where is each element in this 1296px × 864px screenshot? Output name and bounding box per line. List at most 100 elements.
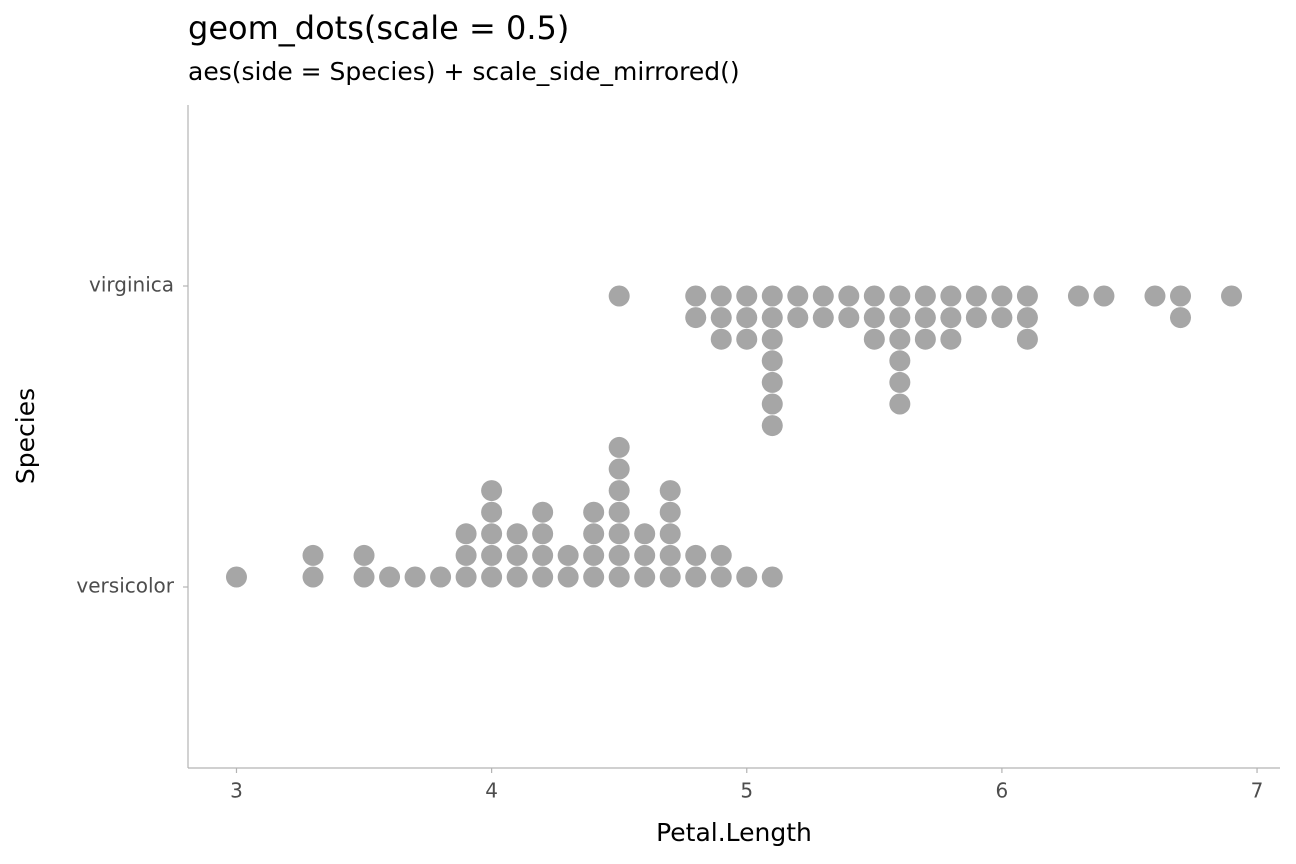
dot [557,566,579,588]
dot [736,307,758,329]
dot [787,307,809,329]
dot [761,350,783,372]
dot [583,566,605,588]
dot [608,523,630,545]
dot [659,523,681,545]
dot [889,350,911,372]
dot [889,307,911,329]
dot [659,544,681,566]
dot [302,544,324,566]
dot [761,415,783,437]
dot [1169,307,1191,329]
x-tick-label: 5 [740,779,753,803]
chart-title: geom_dots(scale = 0.5) [188,9,569,47]
dot [634,523,656,545]
dot [583,501,605,523]
dot [991,285,1013,307]
dot [481,501,503,523]
y-tick-label: versicolor [76,574,174,598]
dot [863,307,885,329]
dot [506,566,528,588]
dot [710,307,732,329]
dot [608,458,630,480]
x-tick-label: 4 [485,779,498,803]
dot [1169,285,1191,307]
dot [1016,328,1038,350]
dot [481,480,503,502]
dot [761,566,783,588]
dot [608,480,630,502]
dot [506,523,528,545]
dot [710,544,732,566]
dot [761,371,783,393]
dot [914,328,936,350]
dot [940,307,962,329]
dot [761,328,783,350]
dot [710,285,732,307]
dot [914,307,936,329]
dot [710,566,732,588]
dot [481,523,503,545]
dot [659,566,681,588]
dot [353,566,375,588]
y-tick-label: virginica [89,273,174,297]
dot [634,566,656,588]
dot [685,307,707,329]
dot [838,307,860,329]
dot [634,544,656,566]
dot [736,566,758,588]
dot [940,285,962,307]
dot [430,566,452,588]
dot [889,328,911,350]
dot [455,523,477,545]
dot [889,393,911,415]
dot [532,523,554,545]
dot [225,566,247,588]
dot [940,328,962,350]
dot [889,371,911,393]
dot [532,544,554,566]
dot [812,285,834,307]
dot [608,501,630,523]
dot [736,328,758,350]
dot [1016,285,1038,307]
dot [353,544,375,566]
dot [659,501,681,523]
dot [506,544,528,566]
dot [659,480,681,502]
dot [710,328,732,350]
dot [557,544,579,566]
x-tick-label: 3 [230,779,243,803]
dot [608,436,630,458]
dot [863,328,885,350]
dot [1093,285,1115,307]
dot [481,544,503,566]
dot [302,566,324,588]
dot [838,285,860,307]
dot [455,544,477,566]
dot [736,285,758,307]
x-tick-label: 6 [996,779,1009,803]
dot [685,566,707,588]
dot [965,285,987,307]
y-axis-title: Species [11,388,40,484]
dot [914,285,936,307]
dot [685,544,707,566]
dot [404,566,426,588]
dot [889,285,911,307]
dot [1144,285,1166,307]
dot [685,285,707,307]
dot [583,523,605,545]
chart-subtitle: aes(side = Species) + scale_side_mirrore… [188,57,740,86]
dot [991,307,1013,329]
dot [1067,285,1089,307]
dot [583,544,605,566]
dot [761,307,783,329]
dot [481,566,503,588]
dot [608,285,630,307]
x-tick-label: 7 [1251,779,1264,803]
dot [761,285,783,307]
dot [1221,285,1243,307]
dot [965,307,987,329]
